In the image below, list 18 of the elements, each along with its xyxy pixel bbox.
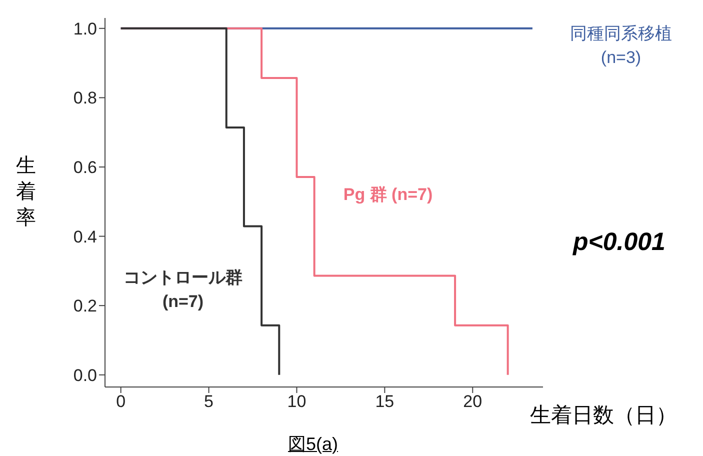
x-axis-title: 生着日数（日）: [530, 403, 677, 429]
x-tick-label: 5: [204, 392, 214, 412]
y-tick-label: 1.0: [73, 19, 97, 38]
y-tick-label: 0.0: [73, 366, 97, 385]
x-tick-label: 10: [287, 392, 306, 412]
text: p<0.001: [573, 228, 666, 257]
x-tick-label: 0: [116, 392, 126, 412]
x-tick-label: 15: [375, 392, 394, 412]
x-tick-label: 20: [463, 392, 482, 412]
y-tick-label: 0.2: [73, 296, 97, 316]
y-axis-title: 生着率: [15, 154, 37, 231]
text: 同種同系移植 (n=3): [569, 23, 673, 69]
y-tick-label: 0.4: [73, 227, 97, 246]
y-tick-label: 0.8: [73, 88, 97, 108]
series-label: Pg 群 (n=7): [342, 184, 434, 206]
y-tick-label: 0.6: [73, 158, 97, 178]
series-label: コントロール群 (n=7): [122, 267, 244, 313]
caption: 図5(a): [288, 433, 338, 456]
